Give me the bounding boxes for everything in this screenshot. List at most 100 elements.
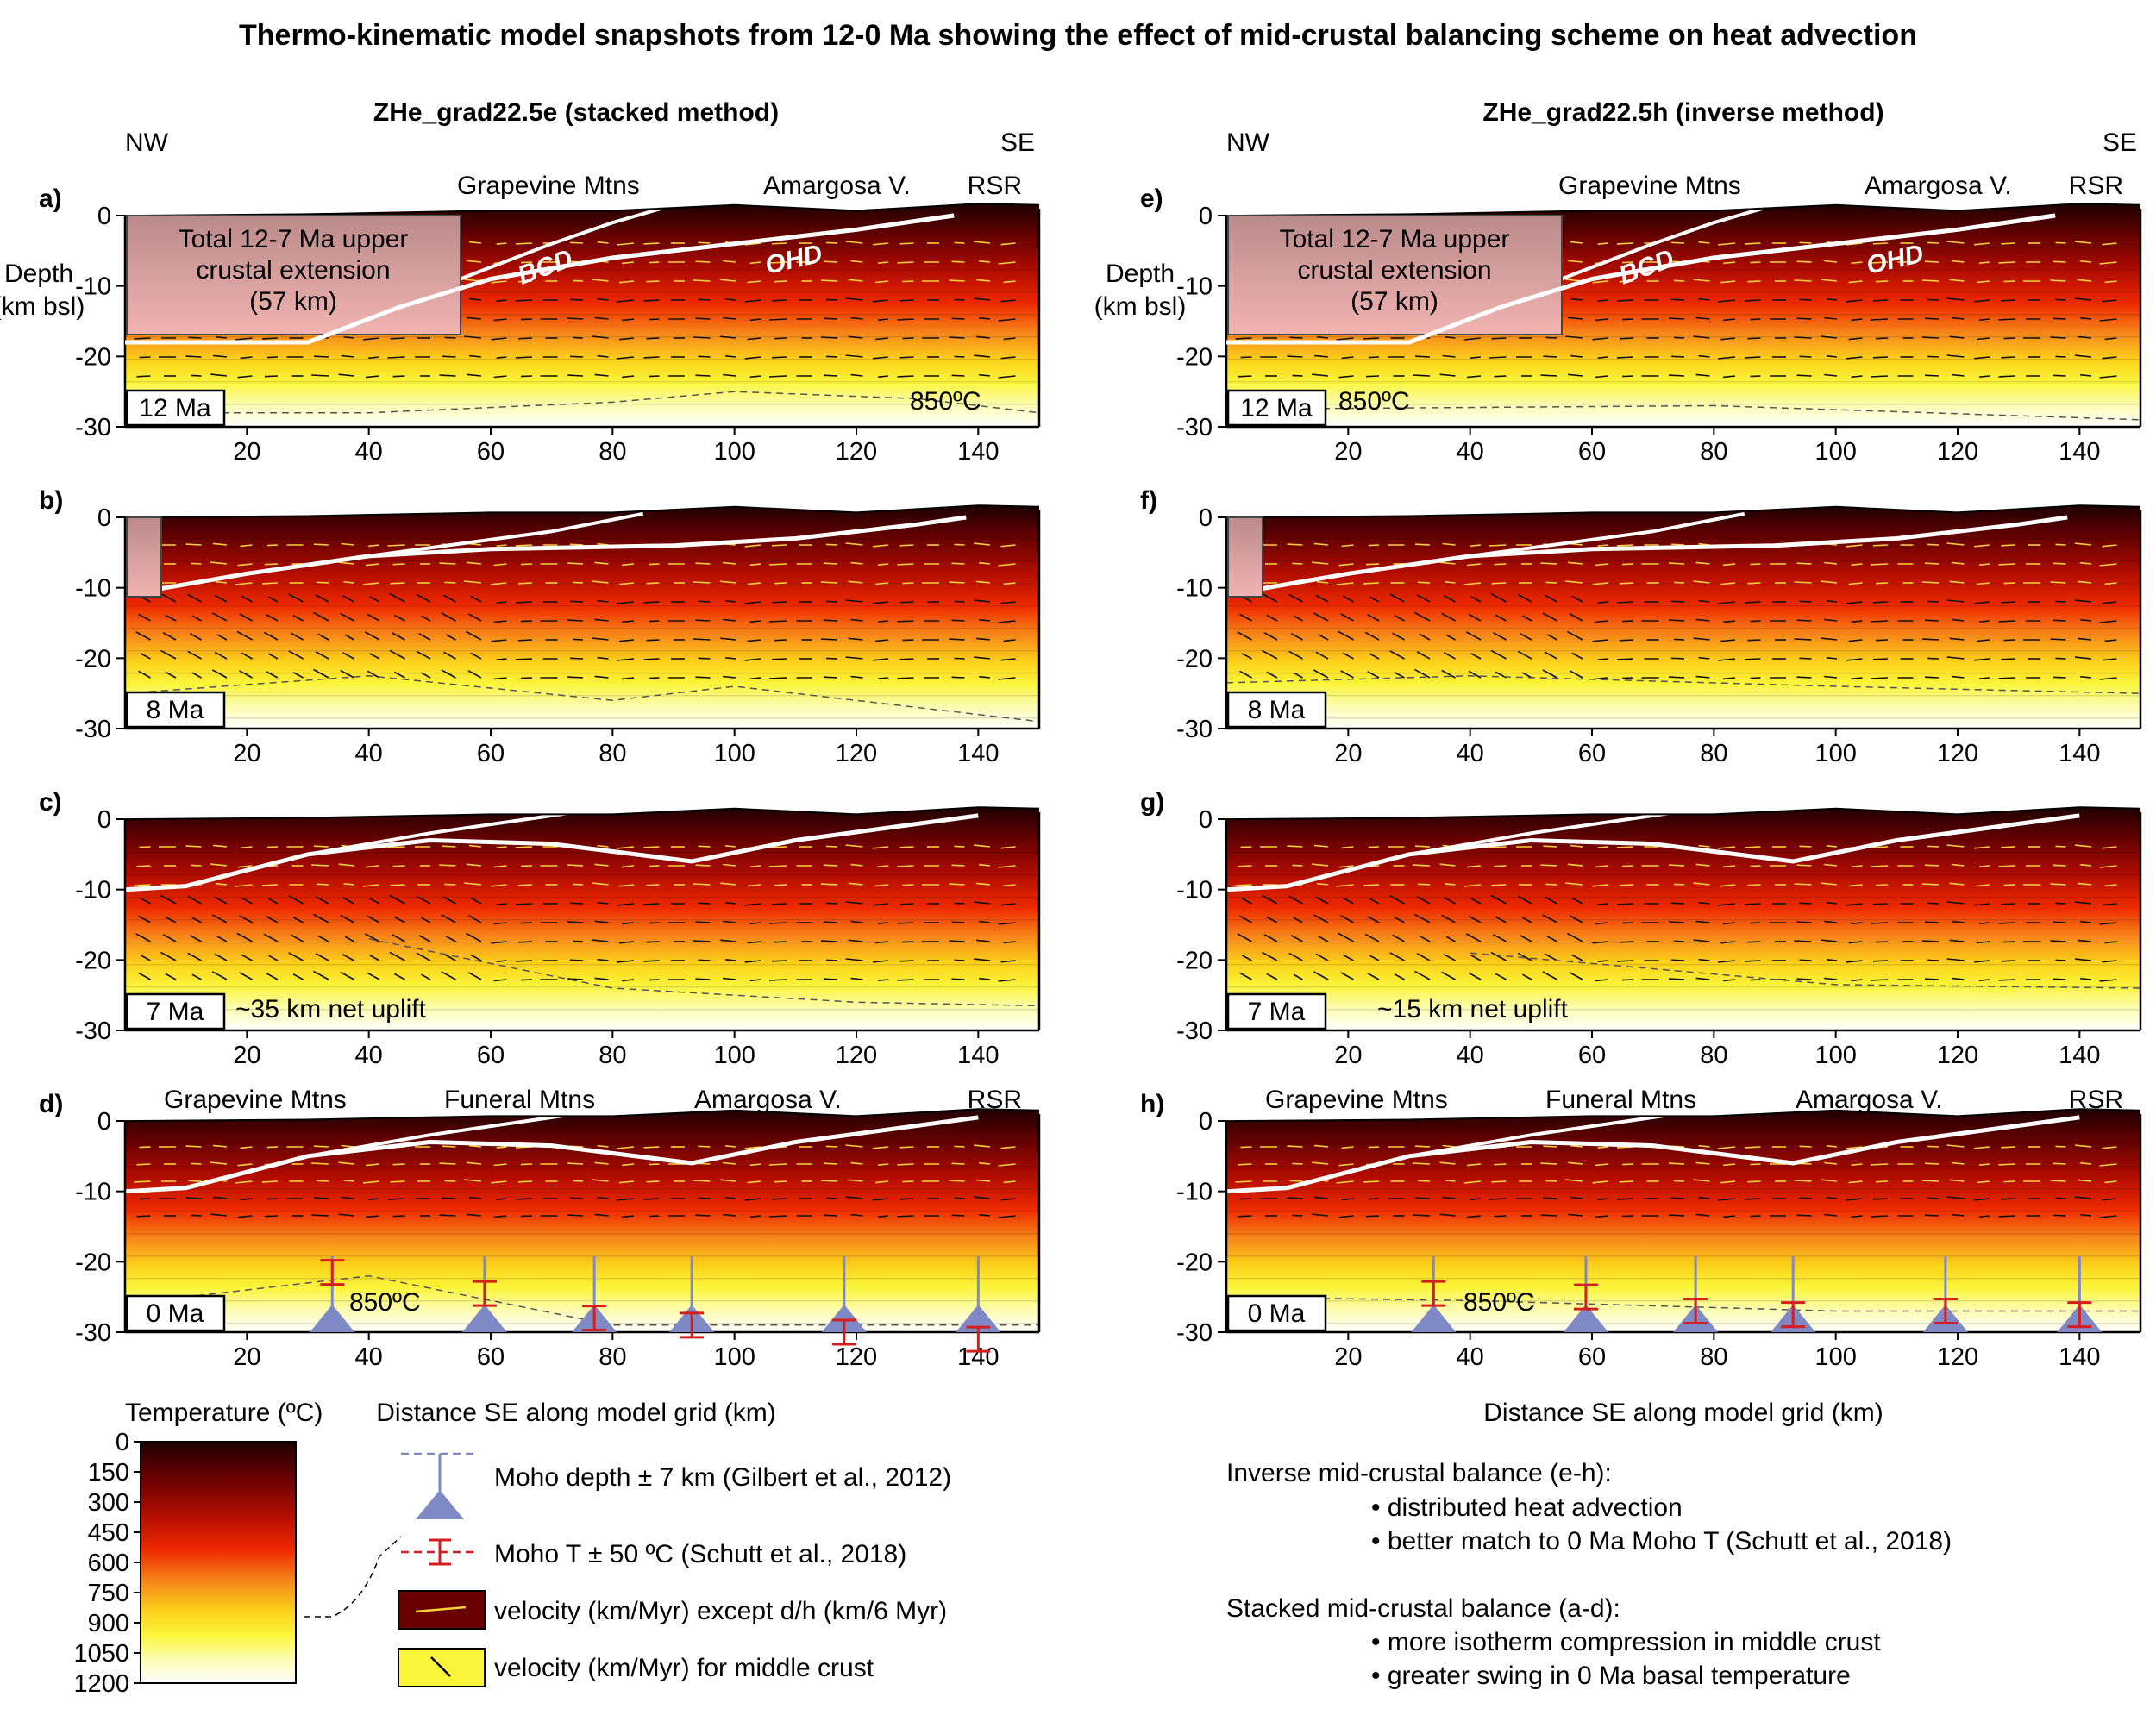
velocity-arrow	[774, 280, 787, 283]
velocity-arrow	[266, 916, 279, 923]
velocity-arrow	[1796, 619, 1812, 622]
velocity-arrow	[517, 1180, 533, 1183]
velocity-arrow	[1927, 355, 1940, 358]
velocity-arrow	[1241, 653, 1252, 660]
velocity-arrow	[1927, 657, 1940, 660]
velocity-arrow	[850, 618, 863, 622]
velocity-arrow	[1952, 977, 1965, 980]
place-rsr: RSR	[2069, 172, 2123, 200]
velocity-arrow	[1568, 561, 1583, 565]
age-label: 12 Ma	[1240, 394, 1313, 423]
velocity-arrow	[136, 1215, 151, 1218]
velocity-arrow	[619, 1180, 635, 1184]
velocity-arrow	[951, 317, 965, 320]
velocity-arrow	[2055, 600, 2066, 603]
velocity-arrow	[873, 1198, 889, 1201]
velocity-arrow	[343, 336, 354, 339]
velocity-arrow	[211, 612, 228, 622]
velocity-arrow	[567, 676, 584, 679]
velocity-arrow	[643, 601, 660, 604]
velocity-arrow	[878, 620, 889, 623]
velocity-arrow	[1389, 593, 1405, 603]
colorbar-tick-label: 1200	[73, 1670, 129, 1698]
velocity-arrow	[875, 639, 889, 642]
velocity-arrow	[1875, 280, 1889, 283]
net-uplift-label: ~15 km net uplift	[1377, 995, 1569, 1024]
velocity-arrow	[1292, 864, 1303, 867]
velocity-arrow	[2080, 316, 2092, 320]
velocity-arrow	[1799, 902, 1812, 905]
velocity-arrow	[1695, 1213, 1710, 1217]
velocity-arrow	[469, 297, 482, 301]
velocity-arrow	[617, 903, 635, 906]
velocity-arrow	[1821, 1179, 1838, 1182]
velocity-arrow	[1974, 1198, 1990, 1201]
velocity-arrow	[1468, 972, 1482, 980]
velocity-arrow	[720, 580, 736, 584]
y-tick-label: -20	[1176, 343, 1213, 371]
velocity-arrow	[315, 651, 329, 660]
velocity-arrow	[1470, 356, 1482, 360]
velocity-arrow	[2104, 884, 2117, 887]
isotherm-850	[368, 938, 1040, 1007]
velocity-arrow	[491, 884, 507, 887]
x-tick-label: 100	[713, 740, 755, 767]
x-tick-label: 140	[957, 1042, 999, 1069]
velocity-arrow	[850, 1161, 863, 1165]
velocity-arrow	[1490, 894, 1507, 905]
velocity-arrow	[1799, 657, 1812, 660]
velocity-arrow	[316, 883, 329, 886]
velocity-arrow	[416, 593, 431, 603]
velocity-arrow	[2099, 922, 2117, 925]
velocity-arrow	[1673, 883, 1685, 886]
velocity-arrow	[899, 1146, 914, 1149]
velocity-arrow	[1369, 653, 1380, 660]
velocity-arrow	[2078, 279, 2092, 282]
velocity-arrow	[1000, 1198, 1016, 1201]
velocity-arrow	[594, 1213, 609, 1217]
velocity-arrow	[1668, 864, 1685, 867]
velocity-arrow	[974, 241, 991, 244]
velocity-arrow	[211, 914, 228, 923]
velocity-arrow	[237, 865, 253, 868]
velocity-arrow	[341, 1196, 354, 1199]
velocity-arrow	[469, 1144, 482, 1148]
velocity-arrow	[1750, 1215, 1761, 1218]
velocity-arrow	[768, 865, 787, 867]
place-rsr: RSR	[2069, 1086, 2123, 1114]
x-tick-label: 100	[1814, 438, 1856, 466]
velocity-arrow	[1670, 241, 1685, 244]
velocity-arrow	[1597, 903, 1608, 905]
velocity-arrow	[491, 941, 507, 944]
velocity-arrow	[1292, 1214, 1303, 1217]
velocity-arrow	[342, 652, 354, 660]
velocity-arrow	[1718, 299, 1736, 303]
y-tick-label: -30	[1176, 1319, 1213, 1347]
velocity-arrow	[470, 954, 482, 961]
age-box	[1226, 1294, 1327, 1332]
velocity-arrow	[695, 978, 711, 980]
velocity-arrow	[1796, 864, 1812, 867]
velocity-arrow	[617, 356, 635, 360]
velocity-arrow	[185, 1145, 202, 1148]
velocity-arrow	[1750, 563, 1761, 566]
velocity-arrow	[594, 977, 609, 980]
velocity-arrow	[1695, 675, 1710, 679]
velocity-arrow	[189, 935, 202, 942]
place-amargosa: Amargosa V.	[1865, 172, 2012, 200]
velocity-arrow	[467, 373, 482, 377]
velocity-arrow	[1416, 651, 1431, 660]
velocity-arrow	[338, 863, 354, 867]
velocity-arrow	[845, 297, 863, 301]
velocity-arrow	[725, 1197, 736, 1199]
velocity-arrow	[1369, 955, 1380, 961]
velocity-arrow	[569, 600, 584, 603]
velocity-arrow	[338, 1161, 354, 1165]
velocity-arrow	[698, 902, 711, 905]
velocity-arrow	[649, 375, 660, 378]
x-tick-label: 60	[1578, 1042, 1606, 1069]
velocity-arrow	[1365, 563, 1380, 566]
extension-line1: Total 12-7 Ma upper	[179, 225, 409, 254]
